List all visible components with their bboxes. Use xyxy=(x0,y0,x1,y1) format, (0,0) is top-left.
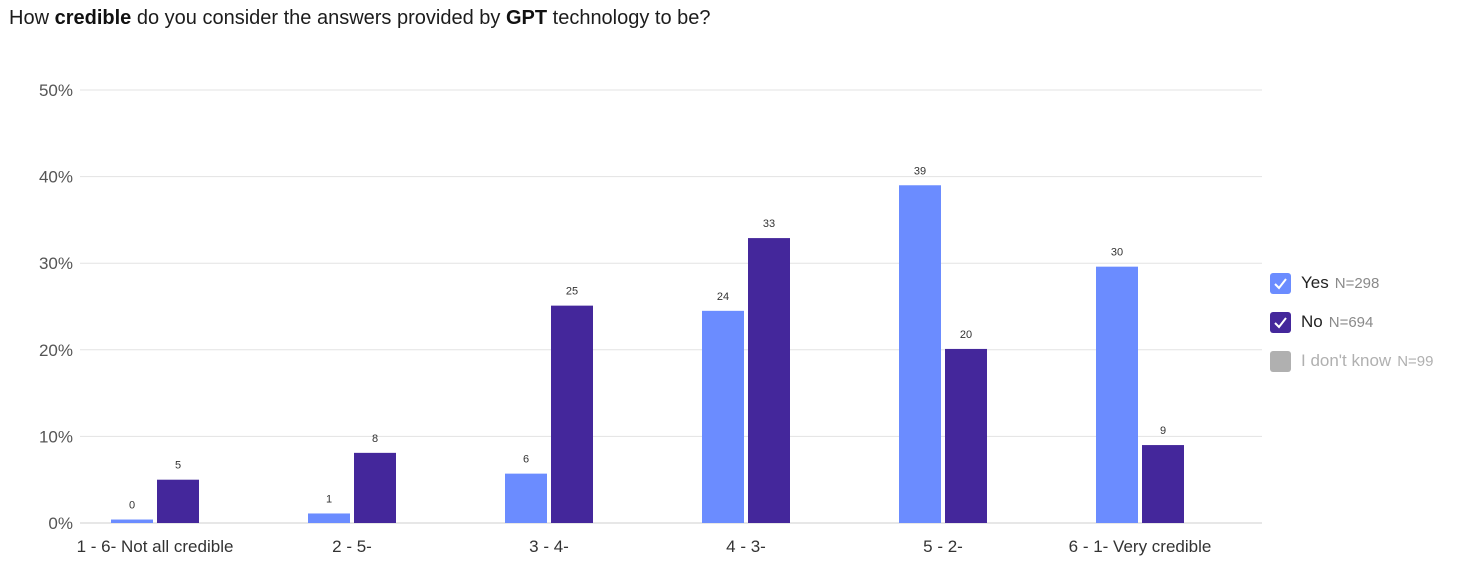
bar-no xyxy=(748,238,790,523)
legend: Yes N=298 No N=694 I don't know N=99 xyxy=(1270,272,1433,389)
check-icon xyxy=(1274,316,1287,329)
bar-yes xyxy=(505,473,547,523)
data-label: 39 xyxy=(914,165,926,177)
data-label: 8 xyxy=(372,433,378,445)
legend-label: Yes xyxy=(1301,273,1329,292)
y-tick-label: 30% xyxy=(39,254,73,273)
legend-checkbox-no[interactable] xyxy=(1270,311,1291,333)
title-part-bold: GPT xyxy=(505,7,548,29)
legend-count: N=99 xyxy=(1397,352,1434,370)
y-tick-label: 50% xyxy=(39,81,73,100)
data-label: 25 xyxy=(566,286,578,298)
legend-item-dont-know[interactable]: I don't know N=99 xyxy=(1270,350,1433,372)
title-part: How xyxy=(9,7,55,29)
data-label: 20 xyxy=(960,329,972,341)
legend-checkbox-yes[interactable] xyxy=(1270,272,1291,294)
bar-yes xyxy=(1096,266,1138,523)
data-label: 30 xyxy=(1111,247,1123,259)
x-tick-label: 6 - 1- Very credible xyxy=(1069,537,1212,556)
bar-yes xyxy=(702,310,744,523)
check-icon xyxy=(1274,277,1287,290)
legend-label: I don't know xyxy=(1301,351,1392,370)
bar-no xyxy=(157,479,199,523)
bar-no xyxy=(354,452,396,523)
title-part-bold: credible xyxy=(54,7,132,29)
chart-title: How credible do you consider the answers… xyxy=(9,7,711,30)
bar-yes xyxy=(899,185,941,523)
y-tick-label: 10% xyxy=(39,427,73,446)
legend-count: N=298 xyxy=(1334,274,1380,292)
legend-item-yes[interactable]: Yes N=298 xyxy=(1270,272,1433,294)
data-label: 0 xyxy=(129,500,135,512)
x-tick-label: 4 - 3- xyxy=(726,537,766,556)
legend-label: No xyxy=(1301,312,1323,331)
x-tick-label: 1 - 6- Not all credible xyxy=(77,537,234,556)
legend-count: N=694 xyxy=(1328,313,1374,331)
data-label: 33 xyxy=(763,218,775,230)
bar-no xyxy=(1142,445,1184,523)
title-part: technology to be? xyxy=(547,7,711,29)
data-label: 24 xyxy=(717,291,729,303)
title-part: do you consider the answers provided by xyxy=(131,7,506,29)
y-tick-label: 0% xyxy=(48,514,73,533)
data-label: 5 xyxy=(175,460,181,472)
x-tick-label: 2 - 5- xyxy=(332,537,372,556)
y-tick-label: 20% xyxy=(39,341,73,360)
x-tick-label: 5 - 2- xyxy=(923,537,963,556)
x-tick-label: 3 - 4- xyxy=(529,537,569,556)
y-tick-label: 40% xyxy=(39,168,73,187)
data-label: 6 xyxy=(523,454,529,466)
legend-checkbox-dont-know[interactable] xyxy=(1270,350,1291,372)
bar-no xyxy=(945,348,987,523)
data-label: 1 xyxy=(326,493,332,505)
bar-no xyxy=(551,305,593,523)
legend-item-no[interactable]: No N=694 xyxy=(1270,311,1433,333)
bar-yes xyxy=(308,513,350,523)
bar-yes xyxy=(111,519,153,523)
data-label: 9 xyxy=(1160,425,1166,437)
